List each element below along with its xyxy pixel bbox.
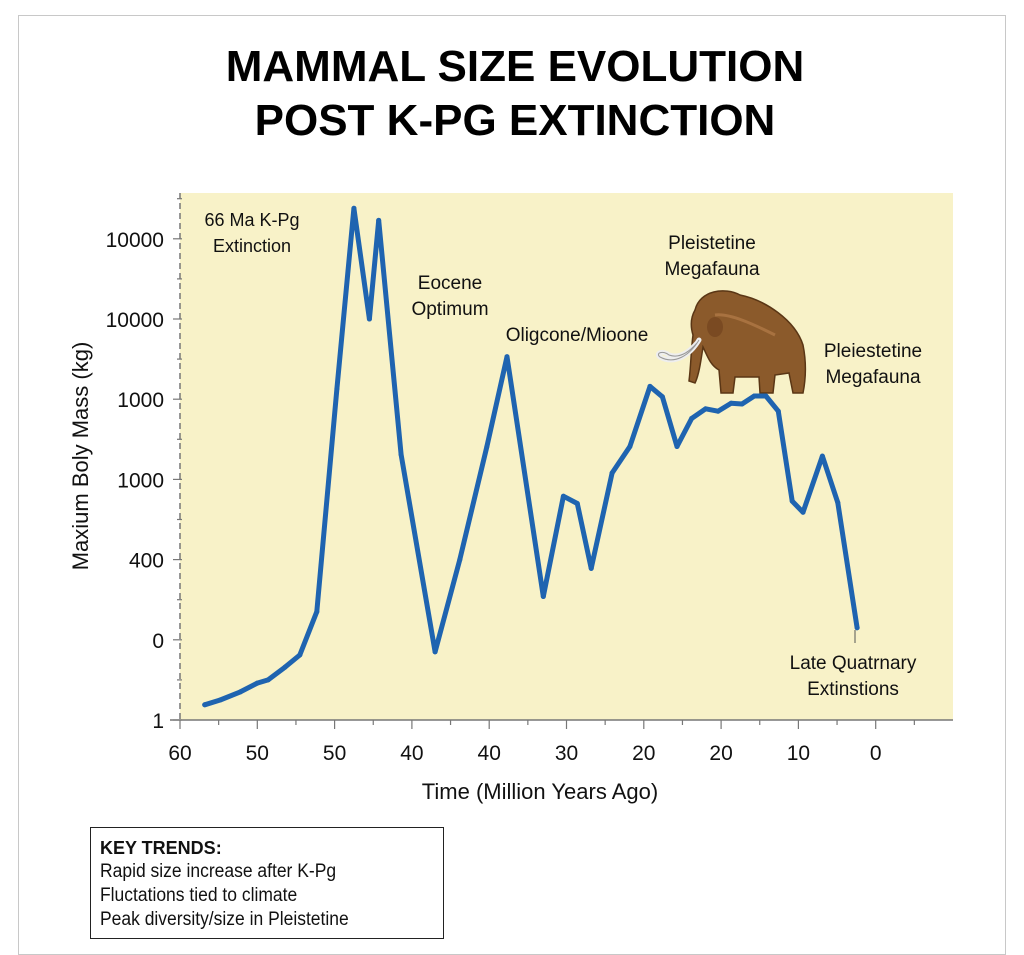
data-point xyxy=(265,677,271,683)
annotation-label: Optimum xyxy=(411,299,488,320)
y-tick-label: 10000 xyxy=(106,229,164,252)
annotation-label: Extinction xyxy=(213,236,291,256)
data-point xyxy=(457,557,463,563)
y-tick-label: 1000 xyxy=(117,389,164,412)
title-line-1: MAMMAL SIZE EVOLUTION xyxy=(225,42,805,91)
annotation-label: Oligcone/Mioone xyxy=(506,325,649,346)
data-point xyxy=(217,697,223,703)
y-tick-label: 1 xyxy=(152,710,164,733)
y-tick-label: 10000 xyxy=(106,309,164,332)
annotation-label: 66 Ma K-Pg xyxy=(204,210,299,230)
data-point xyxy=(202,702,208,708)
mammoth-icon xyxy=(655,290,807,394)
x-tick-label: 50 xyxy=(246,742,269,765)
data-point xyxy=(432,649,438,655)
chart-title: MAMMAL SIZE EVOLUTION POST K-PG EXTINCTI… xyxy=(0,40,1024,148)
data-point xyxy=(484,444,490,450)
key-trend-item: Rapid size increase after K-Pg xyxy=(100,861,337,882)
data-point xyxy=(609,470,615,476)
data-point xyxy=(689,415,695,421)
annotation-label: Late Quatrnary xyxy=(790,653,917,674)
data-point xyxy=(674,444,680,450)
data-point xyxy=(854,625,860,631)
x-tick-label: 40 xyxy=(478,742,501,765)
annotation-label: Pleiestetine xyxy=(824,341,922,362)
annotation-label: Megafauna xyxy=(825,367,921,388)
data-point xyxy=(659,394,665,400)
data-point xyxy=(627,444,633,450)
data-point xyxy=(800,509,806,515)
data-point xyxy=(574,500,580,506)
annotation-label: Megafauna xyxy=(664,259,760,280)
data-point xyxy=(560,493,566,499)
annotation-label: Pleistetine xyxy=(668,233,756,254)
y-axis-label: Maxium Boly Mass (kg) xyxy=(68,342,93,571)
data-point xyxy=(366,316,372,322)
x-axis-label: Time (Million Years Ago) xyxy=(422,779,658,804)
annotation-label: Extinstions xyxy=(807,679,899,700)
data-point xyxy=(351,205,357,211)
plot-area xyxy=(180,193,953,720)
data-point xyxy=(835,500,841,506)
data-point xyxy=(334,386,340,392)
data-point xyxy=(775,408,781,414)
data-point xyxy=(728,400,734,406)
data-point xyxy=(588,565,594,571)
data-point xyxy=(715,408,721,414)
x-tick-label: 40 xyxy=(400,742,423,765)
x-tick-label: 20 xyxy=(632,742,655,765)
data-point xyxy=(297,652,303,658)
data-point xyxy=(739,401,745,407)
data-point xyxy=(751,393,757,399)
x-tick-label: 20 xyxy=(709,742,732,765)
key-trends-heading: KEY TRENDS: xyxy=(100,838,222,858)
x-tick-label: 0 xyxy=(870,742,882,765)
data-point xyxy=(376,217,382,223)
title-line-2: POST K-PG EXTINCTION xyxy=(254,96,776,145)
data-point xyxy=(789,498,795,504)
x-tick-label: 50 xyxy=(323,742,346,765)
data-point xyxy=(703,406,709,412)
data-point xyxy=(819,453,825,459)
data-point xyxy=(398,452,404,458)
data-point xyxy=(254,680,260,686)
x-tick-label: 60 xyxy=(168,742,191,765)
data-point xyxy=(540,593,546,599)
data-point xyxy=(314,609,320,615)
key-trend-item: Peak diversity/size in Pleistetine xyxy=(100,909,349,930)
data-point xyxy=(763,393,769,399)
data-point xyxy=(237,689,243,695)
key-trend-item: Fluctations tied to climate xyxy=(100,885,298,906)
data-point xyxy=(647,383,653,389)
x-tick-label: 10 xyxy=(787,742,810,765)
annotation-label: Eocene xyxy=(418,273,482,294)
data-point xyxy=(504,354,510,360)
y-tick-label: 400 xyxy=(129,550,164,573)
data-point xyxy=(282,664,288,670)
y-tick-label: 0 xyxy=(152,630,164,653)
x-tick-label: 30 xyxy=(555,742,578,765)
y-tick-label: 1000 xyxy=(117,469,164,492)
key-trends-box: KEY TRENDS: Rapid size increase after K-… xyxy=(90,827,444,939)
